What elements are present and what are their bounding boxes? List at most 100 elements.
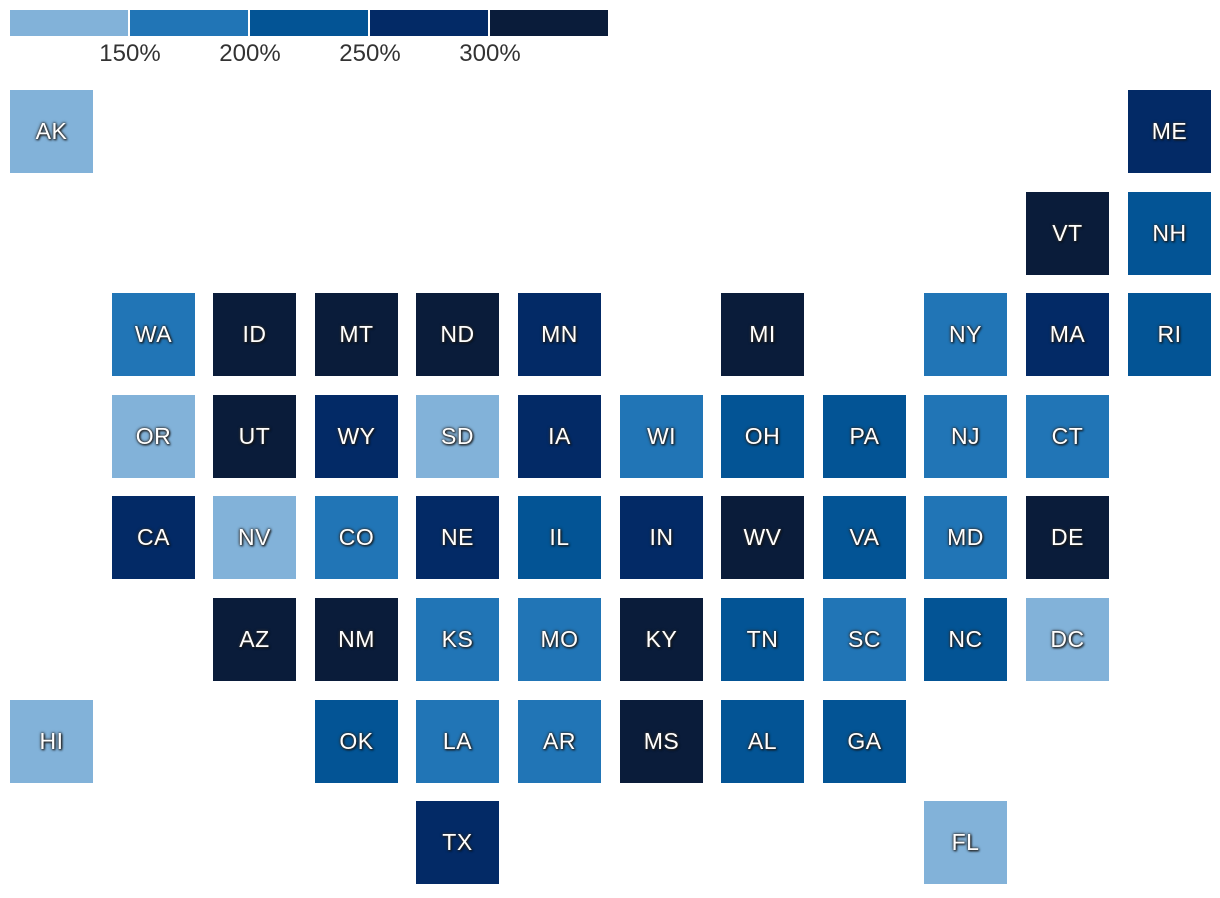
state-label: GA — [847, 728, 882, 754]
legend-label: 250% — [339, 40, 401, 67]
state-tile-va: VA — [823, 496, 906, 579]
state-tile-ut: UT — [213, 395, 296, 478]
state-tile-me: ME — [1128, 90, 1211, 173]
state-label: LA — [442, 728, 473, 754]
legend-swatch-4 — [490, 10, 608, 36]
state-label: MT — [339, 321, 374, 347]
state-tile-ri: RI — [1128, 293, 1211, 376]
state-label: AR — [543, 728, 576, 754]
state-label: CA — [137, 524, 170, 550]
state-tile-dc: DC — [1026, 598, 1109, 681]
state-tile-nd: ND — [416, 293, 499, 376]
state-tile-az: AZ — [213, 598, 296, 681]
state-tile-nh: NH — [1128, 192, 1211, 275]
state-tile-in: IN — [620, 496, 703, 579]
state-tile-tx: TX — [416, 801, 499, 884]
state-label: NV — [238, 524, 271, 550]
state-tile-ok: OK — [315, 700, 398, 783]
state-label: RI — [1157, 321, 1182, 347]
state-label: PA — [849, 423, 880, 449]
state-tile-ky: KY — [620, 598, 703, 681]
state-tile-wy: WY — [315, 395, 398, 478]
legend-label: 200% — [219, 40, 281, 67]
state-label: WA — [134, 321, 173, 347]
state-tile-ar: AR — [518, 700, 601, 783]
state-tile-nm: NM — [315, 598, 398, 681]
state-label: KS — [441, 626, 474, 652]
state-label: DC — [1050, 626, 1085, 652]
state-label: NH — [1152, 220, 1187, 246]
state-label: WV — [743, 524, 782, 550]
state-tile-ct: CT — [1026, 395, 1109, 478]
state-label: NJ — [950, 423, 981, 449]
state-label: WI — [646, 423, 677, 449]
legend-label: 300% — [459, 40, 521, 67]
state-tile-sd: SD — [416, 395, 499, 478]
state-tile-md: MD — [924, 496, 1007, 579]
state-label: AZ — [239, 626, 270, 652]
state-label: KY — [645, 626, 678, 652]
state-tile-nj: NJ — [924, 395, 1007, 478]
legend-label: 150% — [99, 40, 161, 67]
state-label: AK — [35, 118, 68, 144]
state-tile-ia: IA — [518, 395, 601, 478]
state-label: ND — [440, 321, 475, 347]
state-label: NY — [949, 321, 982, 347]
state-tile-de: DE — [1026, 496, 1109, 579]
state-label: UT — [238, 423, 271, 449]
state-label: NE — [441, 524, 474, 550]
state-tile-ak: AK — [10, 90, 93, 173]
state-tile-co: CO — [315, 496, 398, 579]
state-label: WY — [337, 423, 376, 449]
state-tile-wv: WV — [721, 496, 804, 579]
state-tile-sc: SC — [823, 598, 906, 681]
state-label: MN — [541, 321, 578, 347]
state-label: FL — [951, 829, 980, 855]
state-label: VA — [849, 524, 880, 550]
state-tile-wa: WA — [112, 293, 195, 376]
state-tile-oh: OH — [721, 395, 804, 478]
state-label: IL — [549, 524, 570, 550]
state-tile-il: IL — [518, 496, 601, 579]
state-tile-la: LA — [416, 700, 499, 783]
state-label: ID — [242, 321, 267, 347]
state-label: IN — [649, 524, 674, 550]
state-label: TX — [442, 829, 473, 855]
state-label: SC — [848, 626, 881, 652]
state-tile-mt: MT — [315, 293, 398, 376]
state-label: MD — [947, 524, 984, 550]
state-label: NC — [948, 626, 983, 652]
state-label: NM — [338, 626, 375, 652]
state-label: IA — [548, 423, 571, 449]
state-tile-or: OR — [112, 395, 195, 478]
state-tile-mo: MO — [518, 598, 601, 681]
state-tile-mi: MI — [721, 293, 804, 376]
state-label: MA — [1049, 321, 1086, 347]
state-label: MO — [540, 626, 579, 652]
state-label: ME — [1151, 118, 1188, 144]
state-label: OK — [339, 728, 374, 754]
state-label: AL — [747, 728, 778, 754]
state-tile-ny: NY — [924, 293, 1007, 376]
state-tile-hi: HI — [10, 700, 93, 783]
legend-swatch-0 — [10, 10, 128, 36]
state-tile-pa: PA — [823, 395, 906, 478]
legend-swatch-2 — [250, 10, 368, 36]
state-tile-ca: CA — [112, 496, 195, 579]
state-tile-wi: WI — [620, 395, 703, 478]
state-label: CO — [338, 524, 375, 550]
state-label: TN — [746, 626, 779, 652]
state-label: SD — [441, 423, 474, 449]
state-tile-al: AL — [721, 700, 804, 783]
state-tile-vt: VT — [1026, 192, 1109, 275]
state-tile-ms: MS — [620, 700, 703, 783]
state-label: MI — [749, 321, 776, 347]
state-tile-nv: NV — [213, 496, 296, 579]
legend-swatch-1 — [130, 10, 248, 36]
state-tile-fl: FL — [924, 801, 1007, 884]
state-label: DE — [1051, 524, 1084, 550]
state-tile-nc: NC — [924, 598, 1007, 681]
legend: 150% 200% 250% 300% — [10, 10, 610, 80]
state-tile-tn: TN — [721, 598, 804, 681]
